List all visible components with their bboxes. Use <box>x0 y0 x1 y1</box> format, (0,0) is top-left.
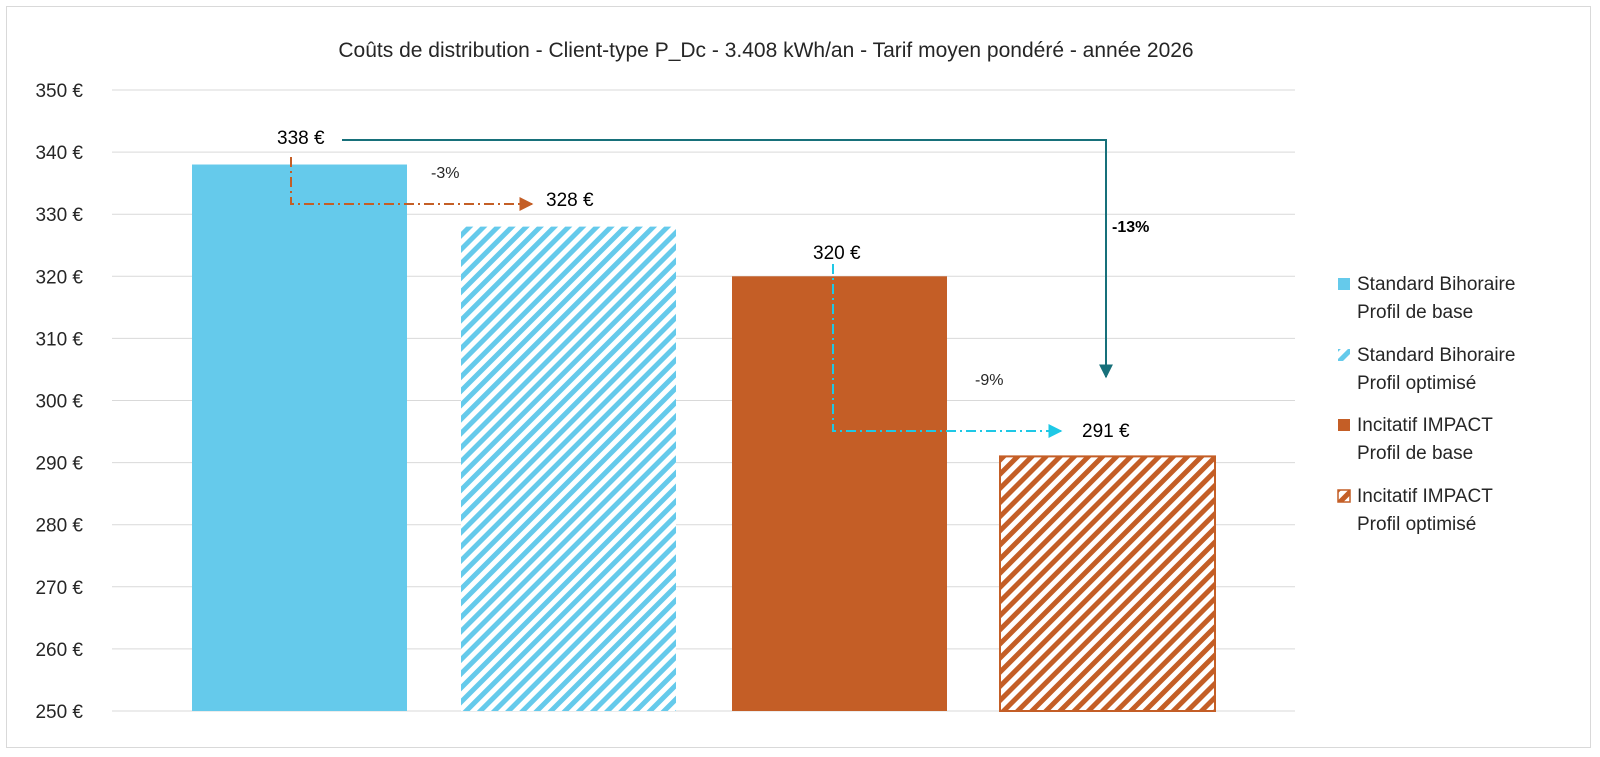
legend-label: Profil optimisé <box>1357 373 1476 394</box>
y-axis-ticks: 250 € 260 € 270 € 280 € 290 € 300 € 310 € 320 €… <box>35 81 83 723</box>
y-tick-label: 330 € <box>35 205 83 226</box>
y-tick-label: 250 € <box>35 702 83 723</box>
y-tick-label: 320 € <box>35 267 83 288</box>
arrow-line <box>342 139 1113 379</box>
legend-swatch <box>1337 489 1351 503</box>
y-tick-label: 280 € <box>35 516 83 537</box>
legend-swatch <box>1338 419 1350 431</box>
data-label: 338 € <box>277 128 325 149</box>
y-tick-label: 310 € <box>35 329 83 350</box>
y-tick-label: 290 € <box>35 454 83 475</box>
y-tick-label: 340 € <box>35 143 83 164</box>
arrow-line <box>290 157 534 211</box>
annotation-label: -3% <box>431 165 459 182</box>
y-tick-label: 350 € <box>35 81 83 102</box>
bar <box>732 276 947 711</box>
data-label: 328 € <box>546 190 594 211</box>
legend-label: Standard Bihoraire <box>1357 345 1515 366</box>
data-labels: 338 € 328 € 320 € 291 € -3% -9% -13% <box>277 128 1149 442</box>
data-label: 291 € <box>1082 421 1130 442</box>
data-label: 320 € <box>813 243 861 264</box>
bar-chart: Coûts de distribution - Client-type P_Dc… <box>35 39 1515 723</box>
legend-swatch <box>1338 278 1350 290</box>
legend: Standard Bihoraire Profil de base Standard… <box>1337 274 1515 535</box>
arrow-line <box>832 264 1063 438</box>
bar <box>461 226 676 711</box>
legend-label: Standard Bihoraire <box>1357 274 1515 295</box>
chart-frame: Coûts de distribution - Client-type P_Dc… <box>6 6 1591 748</box>
legend-label: Profil optimisé <box>1357 514 1476 535</box>
bar <box>999 455 1216 713</box>
annotation-label: -9% <box>975 372 1003 389</box>
y-tick-label: 260 € <box>35 640 83 661</box>
y-tick-label: 270 € <box>35 578 83 599</box>
y-tick-label: 300 € <box>35 392 83 413</box>
legend-swatch <box>1338 349 1350 361</box>
bar <box>192 164 407 711</box>
legend-label: Incitatif IMPACT <box>1357 486 1493 507</box>
legend-label: Profil de base <box>1357 302 1473 323</box>
bars <box>192 164 1216 713</box>
legend-label: Incitatif IMPACT <box>1357 415 1493 436</box>
legend-label: Profil de base <box>1357 443 1473 464</box>
chart-title: Coûts de distribution - Client-type P_Dc… <box>338 39 1193 62</box>
change-arrows <box>290 139 1113 438</box>
annotation-label: -13% <box>1112 219 1149 236</box>
